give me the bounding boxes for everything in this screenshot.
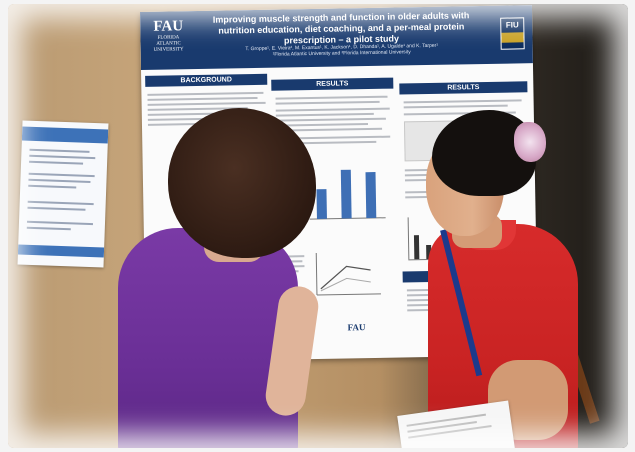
section-background: BACKGROUND: [145, 73, 268, 87]
poster-footer-logo: FAU: [347, 322, 366, 333]
section-results-1: RESULTS: [271, 77, 394, 91]
fau-logo: FAU FLORIDA ATLANTIC UNIVERSITY: [153, 18, 184, 53]
poster-bar-chart: [309, 169, 386, 220]
chart-bar-1: [316, 189, 327, 219]
section-results-2: RESULTS: [399, 81, 528, 95]
woman-purple-top: [118, 228, 298, 448]
chart-bar-3: [365, 172, 377, 219]
research-poster: FAU FLORIDA ATLANTIC UNIVERSITY Improvin…: [140, 5, 539, 362]
woman-dark-hair: [168, 108, 316, 258]
wall-flyer: [17, 120, 109, 268]
fiu-logo: FIU: [500, 17, 525, 50]
hair-clip: [514, 122, 546, 162]
chart-bar-2: [340, 169, 352, 219]
poster-line-chart: [315, 252, 381, 296]
photo: FAU FLORIDA ATLANTIC UNIVERSITY Improvin…: [8, 4, 628, 448]
handout-papers: [397, 400, 515, 448]
poster-header: FAU FLORIDA ATLANTIC UNIVERSITY Improvin…: [140, 5, 533, 70]
poster-affiliations: ¹Florida Atlantic University and ²Florid…: [272, 49, 411, 58]
